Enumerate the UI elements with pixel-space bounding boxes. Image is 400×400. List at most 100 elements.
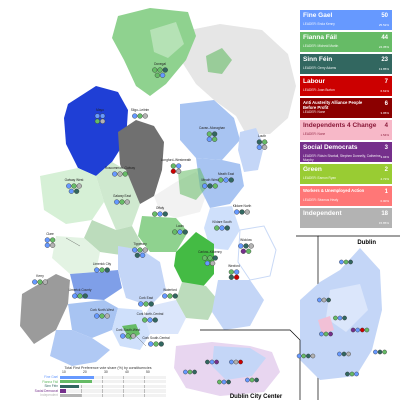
legend-party-seats: 44 bbox=[381, 35, 388, 41]
seat-circle bbox=[234, 209, 240, 215]
seat-circle bbox=[229, 359, 234, 365]
seat-group: Cork South-Central bbox=[142, 336, 170, 347]
seat-circle bbox=[142, 247, 148, 253]
constituency-cork-south-west[interactable] bbox=[50, 330, 110, 366]
constituency-carlow-kilkenny[interactable] bbox=[176, 282, 218, 320]
constituency-roscommon-galway[interactable] bbox=[96, 162, 140, 230]
seat-circle bbox=[50, 237, 56, 243]
constituency-laois[interactable] bbox=[174, 232, 214, 290]
dublin-city-center-inset: Dublin City Center bbox=[174, 329, 301, 400]
seat-circle bbox=[248, 243, 254, 249]
seat-circle bbox=[142, 317, 148, 323]
seat-circle bbox=[205, 359, 210, 365]
seat-circle bbox=[158, 341, 164, 347]
chart-bar bbox=[60, 389, 67, 393]
constituency-galway-east[interactable] bbox=[84, 220, 142, 256]
legend-row: Fianna Fáil LEADER: Micheál Martin 44 24.35… bbox=[300, 32, 392, 52]
seat-circle bbox=[132, 113, 138, 119]
constituency-limerick[interactable] bbox=[70, 270, 122, 300]
seat-circle bbox=[348, 259, 353, 265]
legend-party-name: Fine Gael bbox=[303, 12, 333, 19]
seat-group: Offaly bbox=[152, 206, 168, 217]
chart-series-label: Sinn Féin bbox=[44, 384, 58, 389]
northern-ireland bbox=[182, 24, 296, 134]
seat-circle bbox=[207, 255, 213, 261]
chart-tick-label: 40 bbox=[125, 370, 129, 374]
chart-bar-row: Social Democrat bbox=[18, 389, 166, 394]
constituency-tipperary[interactable] bbox=[118, 246, 166, 306]
seat-group: Limerick City bbox=[93, 262, 112, 273]
constituency-label: Kerry bbox=[36, 274, 44, 278]
legend-party-seats: 2 bbox=[384, 167, 388, 173]
constituency-label: Mayo bbox=[96, 108, 104, 112]
constituency-wicklow[interactable] bbox=[237, 225, 277, 281]
seat-group bbox=[183, 369, 197, 375]
seat-circle bbox=[319, 331, 324, 337]
seat-circle bbox=[114, 199, 120, 205]
constituency-label: Wicklow bbox=[240, 238, 252, 242]
constituency-cork-north-west[interactable] bbox=[68, 300, 118, 338]
seat-circle bbox=[202, 255, 208, 261]
constituency-clare[interactable] bbox=[52, 236, 100, 274]
constituency-galway-west[interactable] bbox=[40, 168, 104, 224]
seat-circle bbox=[187, 369, 193, 375]
constituency-wexford[interactable] bbox=[212, 280, 264, 330]
seat-group: Sligo–Leitrim bbox=[131, 108, 150, 119]
seat-circle bbox=[160, 72, 166, 78]
party-legend: Fine Gael LEADER: Enda Kenny 50 25.52% Fiann… bbox=[300, 10, 392, 230]
seat-circle bbox=[176, 163, 182, 169]
constituency-meath[interactable] bbox=[196, 158, 244, 208]
seat-circle bbox=[44, 237, 50, 243]
seat-circle bbox=[349, 371, 355, 377]
seat-circle bbox=[72, 293, 78, 299]
constituency-label: Offaly bbox=[156, 206, 165, 210]
seat-circle bbox=[130, 333, 136, 339]
seat-circle bbox=[94, 113, 100, 119]
legend-party-vote: 24.35% bbox=[378, 45, 389, 49]
chart-tick-label: 20 bbox=[83, 370, 87, 374]
legend-party-vote: 1.54% bbox=[380, 133, 389, 137]
constituency-cavan-monaghan[interactable] bbox=[180, 100, 240, 160]
seat-circle bbox=[206, 136, 212, 142]
constituency-waterford[interactable] bbox=[142, 300, 186, 334]
legend-party-seats: 4 bbox=[384, 123, 388, 129]
seat-circle bbox=[212, 255, 218, 261]
legend-party-vote: 3.04% bbox=[380, 155, 389, 159]
seat-circle bbox=[350, 327, 356, 333]
seat-circle bbox=[182, 229, 188, 235]
seat-circle bbox=[221, 379, 227, 385]
seat-group: Cork North-Central bbox=[137, 312, 164, 323]
chart-tick-label: 10 bbox=[62, 370, 66, 374]
seat-group: Wexford bbox=[228, 264, 240, 280]
seat-group: Galway East bbox=[113, 194, 131, 205]
constituency-louth[interactable] bbox=[238, 128, 264, 172]
constituency-label: Galway East bbox=[113, 194, 131, 198]
seat-circle bbox=[76, 183, 82, 189]
seat-circle bbox=[240, 248, 246, 254]
constituency-label: Clare bbox=[46, 232, 54, 236]
seat-group: Galway West bbox=[65, 178, 83, 194]
legend-row: Labour LEADER: Joan Burton 7 6.61% bbox=[300, 76, 392, 96]
seat-circle bbox=[172, 229, 178, 235]
constituency-offaly[interactable] bbox=[138, 216, 188, 252]
legend-party-vote: 6.61% bbox=[380, 89, 389, 93]
constituency-label: Meath East bbox=[218, 172, 234, 176]
seat-circle bbox=[317, 297, 322, 303]
seat-circle bbox=[337, 351, 342, 357]
seat-circle bbox=[337, 315, 343, 321]
seat-circle bbox=[119, 199, 125, 205]
seat-group bbox=[317, 297, 331, 303]
chart-bar-track bbox=[60, 389, 166, 393]
seat-group bbox=[337, 351, 351, 357]
chart-tick-label: 50 bbox=[146, 370, 150, 374]
seat-circle bbox=[120, 333, 126, 339]
seat-circle bbox=[254, 377, 259, 383]
constituency-mayo[interactable] bbox=[64, 86, 128, 176]
seat-circle bbox=[228, 177, 234, 183]
legend-party-leader: LEADER: None bbox=[303, 110, 326, 114]
seat-circle bbox=[125, 333, 131, 339]
constituency-kerry[interactable] bbox=[20, 274, 70, 344]
seat-circle bbox=[99, 313, 105, 319]
seat-circle bbox=[233, 359, 239, 365]
chart-series-label: Independent bbox=[40, 393, 58, 398]
